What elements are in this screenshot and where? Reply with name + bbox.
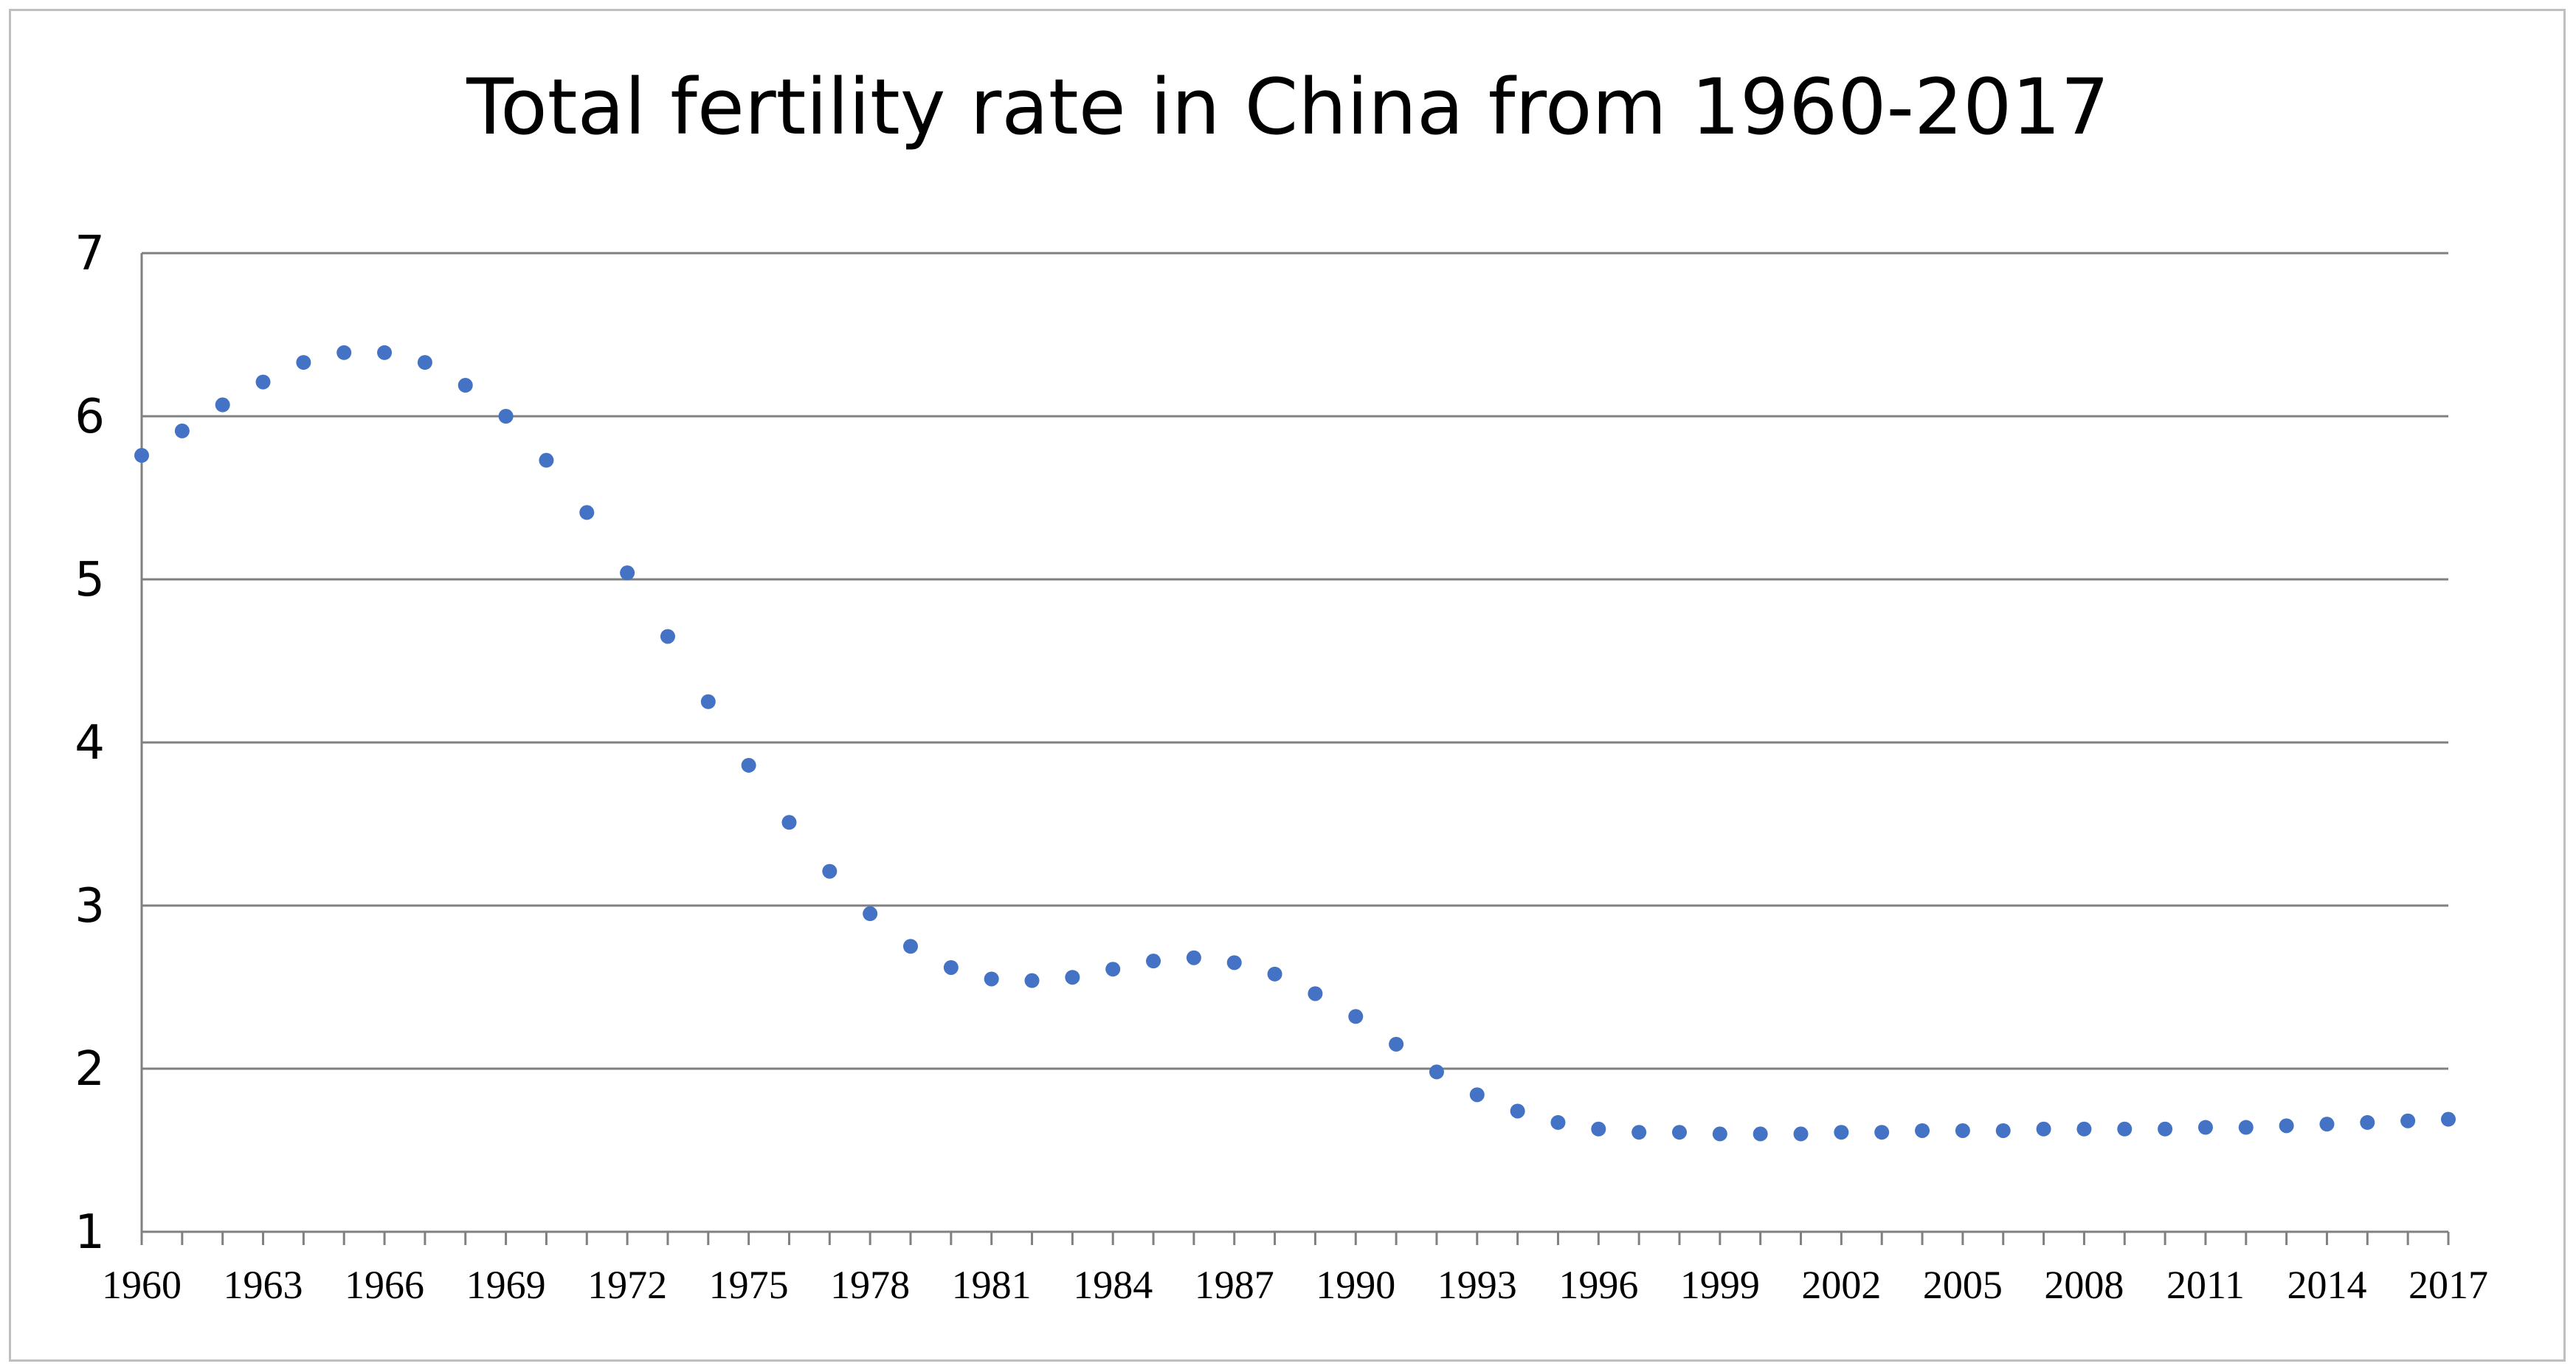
- x-tick-labels: 1960 1963 1966 1969 1972 1975 1978 1981 1984 1987…: [102, 1263, 2488, 1307]
- data-point-1979: [903, 939, 918, 954]
- data-point-1972: [620, 565, 635, 581]
- data-point-1973: [660, 629, 675, 644]
- data-point-2005: [1955, 1123, 1970, 1138]
- x-tick-label-1978: 1978: [830, 1263, 910, 1307]
- data-point-1991: [1389, 1036, 1404, 1052]
- data-point-1961: [174, 423, 190, 438]
- x-tick-label-1966: 1966: [345, 1263, 424, 1307]
- x-tick-label-2014: 2014: [2287, 1263, 2366, 1307]
- x-tick-label-2017: 2017: [2408, 1263, 2488, 1307]
- x-tick-label-1999: 1999: [1680, 1263, 1760, 1307]
- data-point-1968: [457, 378, 473, 393]
- data-point-1995: [1550, 1114, 1566, 1130]
- data-point-2007: [2036, 1121, 2051, 1137]
- data-point-1999: [1712, 1126, 1727, 1142]
- data-point-2009: [2117, 1121, 2133, 1137]
- x-tick-label-1990: 1990: [1316, 1263, 1395, 1307]
- data-point-2001: [1793, 1126, 1809, 1142]
- x-tick-label-1972: 1972: [587, 1263, 667, 1307]
- data-point-1975: [741, 757, 756, 773]
- data-point-1993: [1469, 1087, 1485, 1103]
- data-point-1984: [1105, 962, 1121, 977]
- y-tick-label-3: 3: [75, 879, 105, 934]
- data-point-1960: [134, 448, 149, 463]
- data-point-1994: [1510, 1103, 1525, 1119]
- data-point-2011: [2197, 1120, 2213, 1135]
- data-point-1996: [1591, 1121, 1606, 1137]
- chart-frame: [9, 9, 2566, 1362]
- x-tick-label-1963: 1963: [224, 1263, 303, 1307]
- data-point-1962: [215, 397, 230, 413]
- data-point-1978: [863, 906, 878, 922]
- x-tick-label-2002: 2002: [1801, 1263, 1881, 1307]
- data-point-1976: [781, 815, 797, 830]
- y-tick-label-6: 6: [75, 390, 105, 444]
- data-point-2013: [2279, 1118, 2294, 1134]
- data-point-2012: [2238, 1120, 2254, 1135]
- x-tick-label-1996: 1996: [1558, 1263, 1638, 1307]
- y-tick-label-1: 1: [75, 1205, 105, 1260]
- data-point-1983: [1065, 970, 1080, 985]
- data-point-2015: [2360, 1114, 2375, 1130]
- x-tick-label-2005: 2005: [1923, 1263, 2003, 1307]
- data-point-2003: [1874, 1125, 1890, 1140]
- data-point-1969: [498, 409, 514, 424]
- data-point-2010: [2158, 1121, 2173, 1137]
- x-tick-label-1993: 1993: [1437, 1263, 1517, 1307]
- chart-title: Total fertility rate in China from 1960-…: [466, 62, 2110, 152]
- x-tick-label-1975: 1975: [709, 1263, 789, 1307]
- gridlines: [142, 252, 2448, 1070]
- data-point-1987: [1226, 955, 1242, 971]
- data-point-1992: [1429, 1064, 1444, 1080]
- data-points: [134, 345, 2456, 1142]
- data-point-1977: [822, 863, 838, 879]
- y-tick-label-4: 4: [75, 716, 105, 771]
- data-point-1985: [1146, 954, 1161, 969]
- x-tick-label-2011: 2011: [2166, 1263, 2245, 1307]
- data-point-1990: [1348, 1009, 1364, 1024]
- data-point-1986: [1186, 950, 1201, 965]
- data-point-1974: [700, 694, 716, 709]
- data-point-2004: [1915, 1123, 1930, 1138]
- y-tick-label-5: 5: [75, 553, 105, 607]
- data-point-1998: [1672, 1125, 1687, 1140]
- y-tick-label-7: 7: [75, 227, 105, 281]
- y-tick-labels: 1 2 3 4 5 6 7: [75, 227, 105, 1260]
- data-point-1989: [1308, 986, 1323, 1002]
- data-point-1966: [377, 345, 393, 360]
- data-point-1963: [255, 374, 271, 390]
- data-point-2017: [2441, 1111, 2456, 1127]
- axes: [140, 253, 2450, 1245]
- data-point-1997: [1631, 1125, 1647, 1140]
- data-point-2014: [2319, 1117, 2335, 1132]
- x-tick-label-1987: 1987: [1195, 1263, 1274, 1307]
- y-tick-label-2: 2: [75, 1042, 105, 1097]
- data-point-2002: [1834, 1125, 1849, 1140]
- data-point-1971: [579, 505, 595, 520]
- x-tick-label-1981: 1981: [952, 1263, 1032, 1307]
- data-point-1982: [1024, 973, 1040, 988]
- data-point-2006: [1995, 1123, 2011, 1138]
- x-tick-label-2008: 2008: [2044, 1263, 2124, 1307]
- data-point-1988: [1267, 966, 1282, 982]
- data-point-1964: [296, 355, 311, 370]
- data-point-2008: [2076, 1121, 2092, 1137]
- data-point-1967: [417, 355, 432, 370]
- data-point-1970: [539, 452, 554, 468]
- x-tick-label-1984: 1984: [1073, 1263, 1153, 1307]
- data-point-1981: [984, 971, 999, 987]
- data-point-1965: [336, 345, 352, 360]
- x-tick-label-1960: 1960: [102, 1263, 182, 1307]
- x-tick-label-1969: 1969: [466, 1263, 546, 1307]
- data-point-2000: [1753, 1126, 1768, 1142]
- data-point-2016: [2400, 1113, 2416, 1128]
- data-point-1980: [943, 959, 959, 975]
